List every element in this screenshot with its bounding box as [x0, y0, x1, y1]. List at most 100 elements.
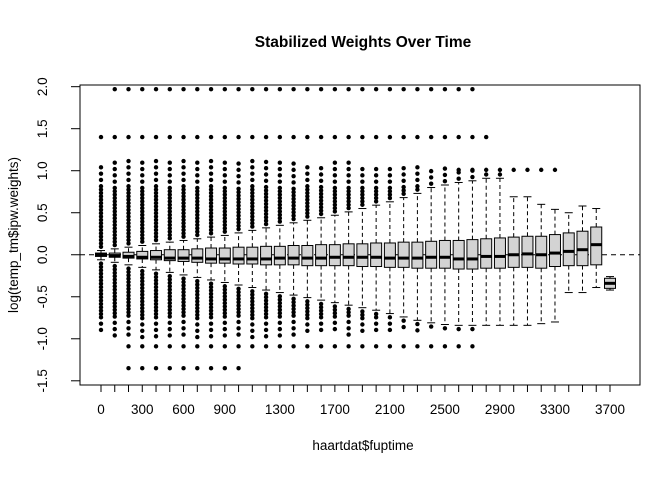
y-tick-label: -0.5: [35, 285, 50, 308]
outlier-dot: [195, 334, 200, 340]
outlier-dot: [126, 289, 131, 295]
outlier-dot: [112, 294, 117, 299]
outlier-dot: [346, 189, 351, 194]
outlier-dot: [98, 224, 104, 229]
outlier-dot: [346, 160, 351, 165]
outlier-dot: [195, 305, 200, 311]
outlier-dot: [346, 87, 351, 92]
outlier-dot: [360, 202, 365, 207]
box-rect: [521, 235, 534, 268]
outlier-dot: [250, 221, 255, 226]
outlier-dot: [140, 173, 145, 178]
outlier-dot: [291, 216, 296, 222]
outlier-dot: [428, 324, 434, 329]
outlier-dot: [195, 202, 200, 207]
outlier-dot: [291, 319, 296, 325]
outlier-dot: [305, 171, 310, 176]
outlier-dot: [98, 315, 104, 320]
outlier-dot: [112, 212, 117, 218]
outlier-dot: [250, 184, 255, 189]
outlier-dot: [442, 172, 448, 178]
box-rect: [205, 247, 218, 264]
outlier-dot: [153, 344, 159, 349]
outlier-dot: [126, 234, 131, 239]
outlier-dot: [415, 328, 420, 333]
outlier-dot: [332, 320, 338, 326]
outlier-dot: [126, 194, 131, 199]
outlier-dot: [140, 226, 145, 231]
outlier-dot: [167, 290, 172, 296]
outlier-dot: [153, 158, 159, 164]
outlier-dot: [277, 160, 283, 165]
outlier-dot: [263, 134, 269, 140]
outlier-dot: [236, 213, 241, 218]
outlier-dot: [346, 195, 351, 201]
outlier-dot: [263, 294, 269, 300]
outlier-dot: [236, 289, 241, 295]
outlier-dot: [98, 288, 104, 293]
outlier-dot: [181, 344, 186, 349]
x-tick-label: 0: [97, 402, 105, 417]
outlier-dot: [263, 201, 269, 207]
outlier-dot: [98, 134, 104, 140]
outlier-dot: [195, 215, 200, 221]
outlier-dot: [140, 295, 145, 301]
outlier-dot: [195, 285, 200, 291]
outlier-dot: [291, 326, 296, 331]
outlier-dot: [291, 310, 296, 315]
outlier-dot: [181, 217, 186, 223]
outlier-dot: [140, 185, 145, 191]
outlier-dot: [112, 242, 117, 248]
outlier-dot: [140, 302, 145, 307]
outlier-dot: [415, 87, 420, 92]
outlier-dot: [305, 187, 310, 192]
outlier-dot: [112, 284, 117, 289]
outlier-dot: [401, 188, 406, 193]
outlier-dot: [318, 344, 324, 349]
outlier-dot: [236, 161, 241, 166]
outlier-dot: [98, 171, 104, 176]
outlier-dot: [291, 196, 296, 202]
outlier-dot: [291, 203, 296, 208]
x-tick-label: 3700: [595, 402, 625, 417]
outlier-dot: [263, 327, 269, 333]
outlier-dot: [181, 276, 186, 281]
x-tick-label: 1700: [320, 402, 350, 417]
outlier-dot: [236, 220, 241, 225]
chart-title: Stabilized Weights Over Time: [255, 34, 472, 51]
outlier-dot: [291, 213, 296, 218]
outlier-dot: [332, 209, 338, 214]
outlier-dot: [181, 310, 186, 315]
outlier-dot: [181, 224, 186, 229]
outlier-dot: [98, 298, 104, 303]
outlier-dot: [263, 315, 269, 320]
outlier-dot: [250, 289, 255, 294]
outlier-dot: [181, 207, 186, 212]
outlier-dot: [153, 234, 159, 239]
outlier-dot: [98, 274, 104, 280]
outlier-dot: [318, 208, 324, 213]
outlier-dot: [208, 187, 214, 192]
outlier-dot: [98, 278, 104, 283]
outlier-dot: [236, 226, 241, 232]
outlier-dot: [415, 165, 420, 170]
outlier-dot: [277, 209, 283, 214]
outlier-dot: [195, 205, 200, 211]
outlier-dot: [153, 301, 159, 307]
outlier-dot: [98, 197, 104, 202]
outlier-dot: [305, 299, 310, 304]
outlier-dot: [360, 87, 365, 92]
outlier-dot: [470, 167, 475, 173]
outlier-dot: [98, 261, 104, 266]
outlier-dot: [181, 187, 186, 192]
outlier-dot: [126, 200, 131, 206]
outlier-dot: [442, 134, 448, 140]
outlier-dot: [277, 189, 283, 194]
outlier-dot: [112, 173, 117, 178]
outlier-dot: [195, 312, 200, 318]
outlier-dot: [208, 365, 214, 371]
box-rect: [480, 238, 493, 269]
outlier-dot: [277, 212, 283, 218]
outlier-dot: [112, 199, 117, 204]
outlier-dot: [263, 221, 269, 227]
